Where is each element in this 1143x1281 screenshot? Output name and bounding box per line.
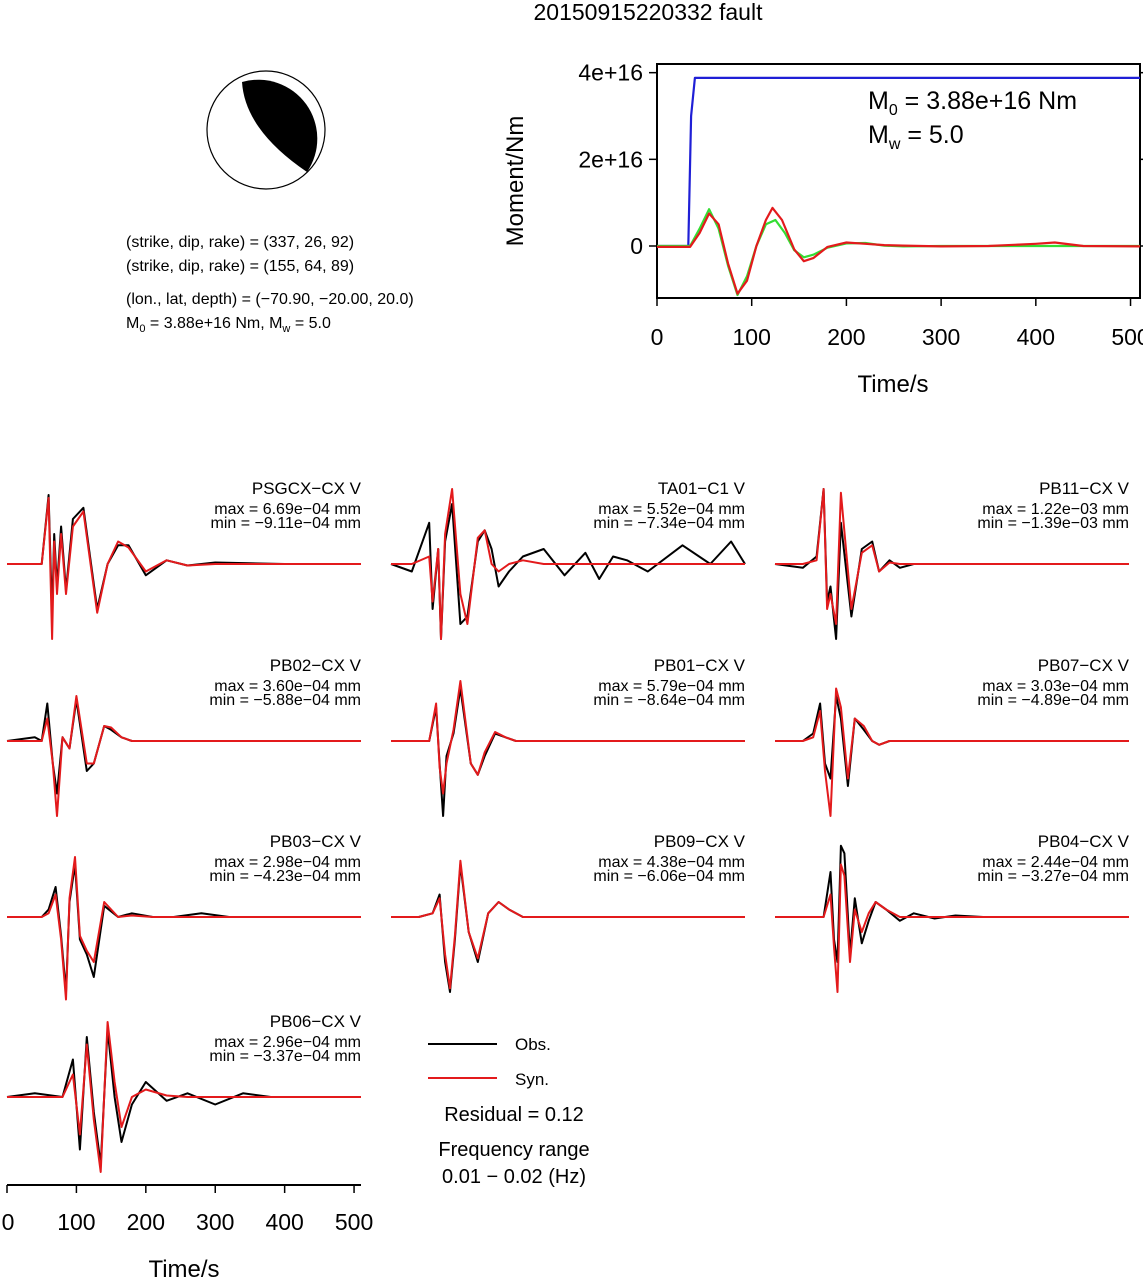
page-title: 20150915220332 fault [534, 0, 764, 25]
station-min: min = −9.11e−04 mm [211, 515, 361, 532]
moment-series-syn [657, 206, 1141, 295]
moment-rate-plot: 0 2e+16 4e+16 0 100 200 300 400 500 M0 = 3.88e+1… [502, 60, 1143, 398]
station-min: min = −3.37e−04 mm [209, 1048, 361, 1065]
station-max: max = 4.38e−04 mm [598, 854, 745, 871]
beachball-compressional-quadrant [242, 79, 318, 172]
station-min: min = −7.34e−04 mm [593, 515, 745, 532]
waveform-legend: Obs. Syn. [428, 1035, 551, 1089]
station-max: max = 2.98e−04 mm [214, 854, 361, 871]
waveform-xtick-label: 500 [335, 1209, 373, 1235]
station-min: min = −1.39e−03 mm [977, 515, 1129, 532]
station-max: max = 6.69e−04 mm [214, 501, 361, 518]
moment-annotation-mw: Mw = 5.0 [868, 121, 964, 153]
station-max: max = 5.52e−04 mm [598, 501, 745, 518]
residual-text: Residual = 0.12 [444, 1104, 584, 1126]
station-min: min = −4.23e−04 mm [209, 868, 361, 885]
station-max: max = 3.60e−04 mm [214, 678, 361, 695]
moment-ytick-label: 0 [630, 233, 643, 259]
synthetic-trace [391, 488, 745, 640]
frequency-title: Frequency range [438, 1139, 589, 1161]
moment-xlabel: Time/s [857, 371, 928, 398]
waveform-xtick-label: 300 [196, 1209, 234, 1235]
moment-ytick-label: 2e+16 [578, 146, 643, 172]
station-label: PB01−CX V [654, 656, 746, 675]
synthetic-trace [775, 863, 1129, 993]
station-label: PB03−CX V [270, 832, 362, 851]
moment-xtick-label: 100 [733, 324, 771, 350]
moment-plot-axes: 0 2e+16 4e+16 0 100 200 300 400 500 [578, 60, 1143, 350]
station-min: min = −4.89e−04 mm [977, 692, 1129, 709]
station-min: min = −3.27e−04 mm [977, 868, 1129, 885]
station-max: max = 1.22e−03 mm [982, 501, 1129, 518]
synthetic-trace [7, 1021, 361, 1173]
synthetic-trace [7, 695, 361, 817]
station-min: min = −5.88e−04 mm [209, 692, 361, 709]
moment-xtick-label: 300 [922, 324, 960, 350]
moment-annotation-m0: M0 = 3.88e+16 Nm [868, 87, 1077, 119]
synthetic-trace [391, 859, 745, 990]
station-max: max = 2.44e−04 mm [982, 854, 1129, 871]
station-max: max = 3.03e−04 mm [982, 678, 1129, 695]
moment-xtick-label: 500 [1111, 324, 1143, 350]
moment-ytick-label: 4e+16 [578, 60, 643, 86]
station-label: PB04−CX V [1038, 832, 1130, 851]
moment-plot-lines [657, 76, 1141, 297]
station-label: PB11−CX V [1039, 479, 1130, 498]
synthetic-trace [775, 488, 1129, 625]
waveform-xtick-label: 100 [57, 1209, 95, 1235]
waveform-time-axis: 0 100 200 300 400 500 [2, 1184, 373, 1235]
frequency-range: 0.01 − 0.02 (Hz) [442, 1166, 586, 1188]
station-label: PB07−CX V [1038, 656, 1130, 675]
waveform-xlabel: Time/s [148, 1256, 219, 1281]
moment-xtick-label: 0 [651, 324, 664, 350]
station-min: min = −8.64e−04 mm [593, 692, 745, 709]
waveform-xtick-label: 200 [127, 1209, 165, 1235]
moment-plot-frame [656, 63, 1141, 299]
location-text: (lon., lat, depth) = (−70.90, −20.00, 20… [126, 291, 414, 308]
station-label: PSGCX−CX V [252, 479, 362, 498]
station-label: TA01−C1 V [658, 479, 746, 498]
m0-mw-text: M0 = 3.88e+16 Nm, Mw = 5.0 [126, 315, 331, 335]
beachball-diagram [206, 70, 326, 190]
waveform-xtick-label: 0 [2, 1209, 15, 1235]
synthetic-trace [7, 497, 361, 640]
moment-series-stf_green [657, 208, 1140, 297]
plane1-text: (strike, dip, rake) = (337, 26, 92) [126, 234, 354, 251]
moment-xtick-label: 400 [1017, 324, 1055, 350]
moment-ylabel: Moment/Nm [502, 116, 529, 247]
synthetic-trace [775, 687, 1129, 817]
synthetic-trace [391, 680, 745, 795]
plane2-text: (strike, dip, rake) = (155, 64, 89) [126, 258, 354, 275]
station-max: max = 5.79e−04 mm [598, 678, 745, 695]
station-label: PB06−CX V [270, 1012, 362, 1031]
station-min: min = −6.06e−04 mm [593, 868, 745, 885]
station-label: PB02−CX V [270, 656, 362, 675]
station-max: max = 2.96e−04 mm [214, 1034, 361, 1051]
legend-obs-label: Obs. [515, 1035, 551, 1054]
synthetic-trace [7, 856, 361, 1001]
legend-syn-label: Syn. [515, 1070, 549, 1089]
moment-xtick-label: 200 [827, 324, 865, 350]
waveform-xtick-label: 400 [265, 1209, 303, 1235]
station-label: PB09−CX V [654, 832, 746, 851]
